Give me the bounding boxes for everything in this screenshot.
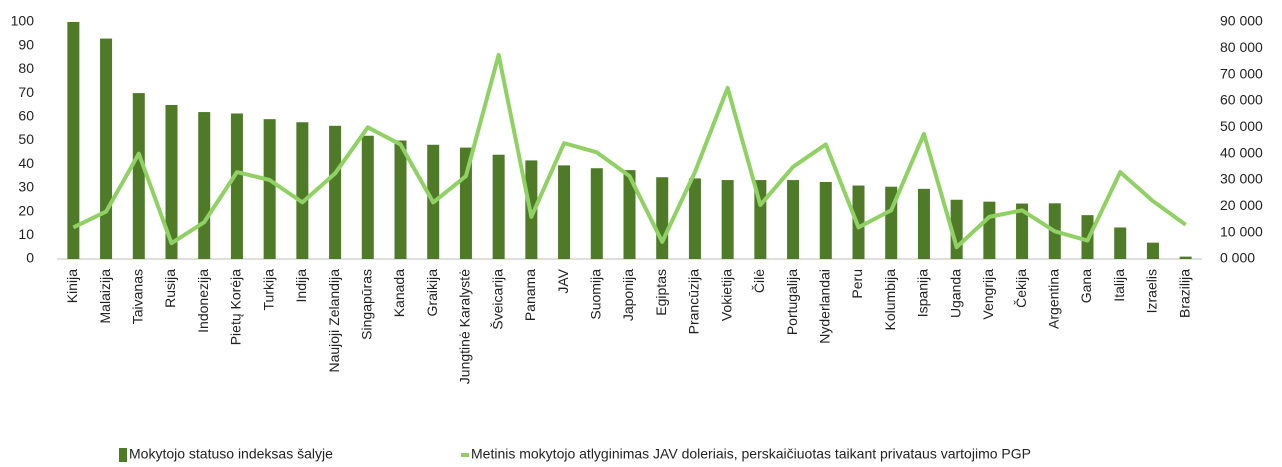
y-tick-label: 90 bbox=[18, 36, 34, 52]
bar bbox=[132, 93, 145, 259]
bar bbox=[1114, 227, 1127, 259]
y-tick-label: 0 bbox=[26, 250, 34, 266]
x-tick-label: Taivanas bbox=[129, 269, 145, 324]
x-tick-label: Suomija bbox=[587, 269, 603, 320]
y-tick-label: 60 bbox=[18, 108, 34, 124]
x-tick-label: Graikija bbox=[424, 269, 440, 317]
x-tick-label: Gana bbox=[1078, 269, 1094, 303]
bar bbox=[656, 177, 669, 259]
x-tick-label: Šveicarija bbox=[489, 269, 505, 330]
x-tick-label: Singapūras bbox=[358, 269, 374, 340]
bar bbox=[590, 168, 603, 259]
bar bbox=[819, 181, 832, 259]
bar bbox=[230, 113, 243, 260]
x-tick-label: Peru bbox=[849, 269, 865, 299]
x-tick-label: Ispanija bbox=[915, 269, 931, 317]
bar bbox=[100, 38, 113, 260]
x-tick-label: JAV bbox=[555, 268, 571, 293]
x-tick-label: Egiptas bbox=[653, 269, 669, 316]
x-tick-label: Vokietija bbox=[718, 269, 734, 321]
y2-tick-label: 90 000 bbox=[1220, 13, 1263, 29]
x-tick-label: Uganda bbox=[947, 269, 963, 318]
y2-tick-label: 40 000 bbox=[1220, 144, 1263, 160]
x-tick-label: Prancūzija bbox=[686, 269, 702, 335]
y-tick-label: 20 bbox=[18, 202, 34, 218]
bar bbox=[329, 125, 342, 259]
x-tick-label: Čilė bbox=[751, 269, 767, 293]
legend-swatch bbox=[119, 448, 127, 462]
y2-tick-label: 30 000 bbox=[1220, 171, 1263, 187]
y-tick-label: 30 bbox=[18, 179, 34, 195]
bar bbox=[296, 122, 309, 259]
bar bbox=[1146, 242, 1159, 259]
bar bbox=[983, 201, 996, 259]
bar bbox=[459, 147, 472, 259]
x-tick-label: Brazilija bbox=[1176, 269, 1192, 318]
bar bbox=[558, 165, 571, 259]
x-tick-label: Indonezija bbox=[195, 269, 211, 333]
bar bbox=[198, 112, 211, 259]
y2-tick-label: 0 000 bbox=[1220, 250, 1255, 266]
bar bbox=[165, 104, 178, 259]
x-tick-label: Nyderlandai bbox=[816, 269, 832, 344]
y-tick-label: 50 bbox=[18, 131, 34, 147]
x-tick-label: Indija bbox=[293, 269, 309, 303]
y-tick-label: 100 bbox=[11, 13, 35, 29]
x-tick-label: Kanada bbox=[391, 269, 407, 317]
x-tick-label: Italija bbox=[1111, 269, 1127, 302]
x-tick-label: Argentina bbox=[1045, 269, 1061, 329]
x-tick-label: Pietų Korėja bbox=[228, 269, 244, 345]
bar bbox=[67, 22, 80, 259]
y-tick-label: 70 bbox=[18, 84, 34, 100]
bar bbox=[394, 140, 407, 259]
x-tick-label: Naujoji Zelandija bbox=[326, 269, 342, 373]
x-tick-label: Panama bbox=[522, 269, 538, 321]
y2-tick-label: 20 000 bbox=[1220, 197, 1263, 213]
x-tick-label: Turkija bbox=[260, 269, 276, 311]
bar bbox=[623, 170, 636, 259]
x-tick-label: Izraelis bbox=[1144, 269, 1160, 313]
bar bbox=[917, 188, 930, 259]
x-tick-label: Jungtinė Karalystė bbox=[457, 269, 473, 384]
bar bbox=[263, 119, 276, 259]
x-tick-label: Japonija bbox=[620, 269, 636, 321]
y-tick-label: 80 bbox=[18, 60, 34, 76]
x-tick-label: Kinija bbox=[64, 269, 80, 303]
x-tick-label: Čekija bbox=[1013, 269, 1029, 308]
y-tick-label: 10 bbox=[18, 226, 34, 242]
x-tick-label: Kolumbija bbox=[882, 269, 898, 331]
x-tick-label: Rusija bbox=[162, 269, 178, 308]
y2-tick-label: 50 000 bbox=[1220, 118, 1263, 134]
x-tick-label: Vengrija bbox=[980, 269, 996, 320]
y2-tick-label: 70 000 bbox=[1220, 65, 1263, 81]
y2-tick-label: 80 000 bbox=[1220, 39, 1263, 55]
legend-label: Metinis mokytojo atlyginimas JAV doleria… bbox=[471, 446, 1031, 462]
bar bbox=[1179, 256, 1192, 259]
legend-label: Mokytojo statuso indeksas šalyje bbox=[129, 446, 333, 462]
bar bbox=[787, 180, 800, 259]
bar bbox=[1016, 203, 1029, 259]
bar bbox=[492, 154, 505, 259]
bar bbox=[721, 180, 734, 259]
y2-tick-label: 60 000 bbox=[1220, 92, 1263, 108]
y2-tick-label: 10 000 bbox=[1220, 223, 1263, 239]
bar bbox=[688, 178, 701, 259]
x-tick-label: Portugalija bbox=[784, 269, 800, 335]
bar bbox=[361, 135, 374, 259]
line bbox=[72, 52, 1187, 250]
x-tick-label: Malaizija bbox=[97, 269, 113, 324]
y-tick-label: 40 bbox=[18, 155, 34, 171]
